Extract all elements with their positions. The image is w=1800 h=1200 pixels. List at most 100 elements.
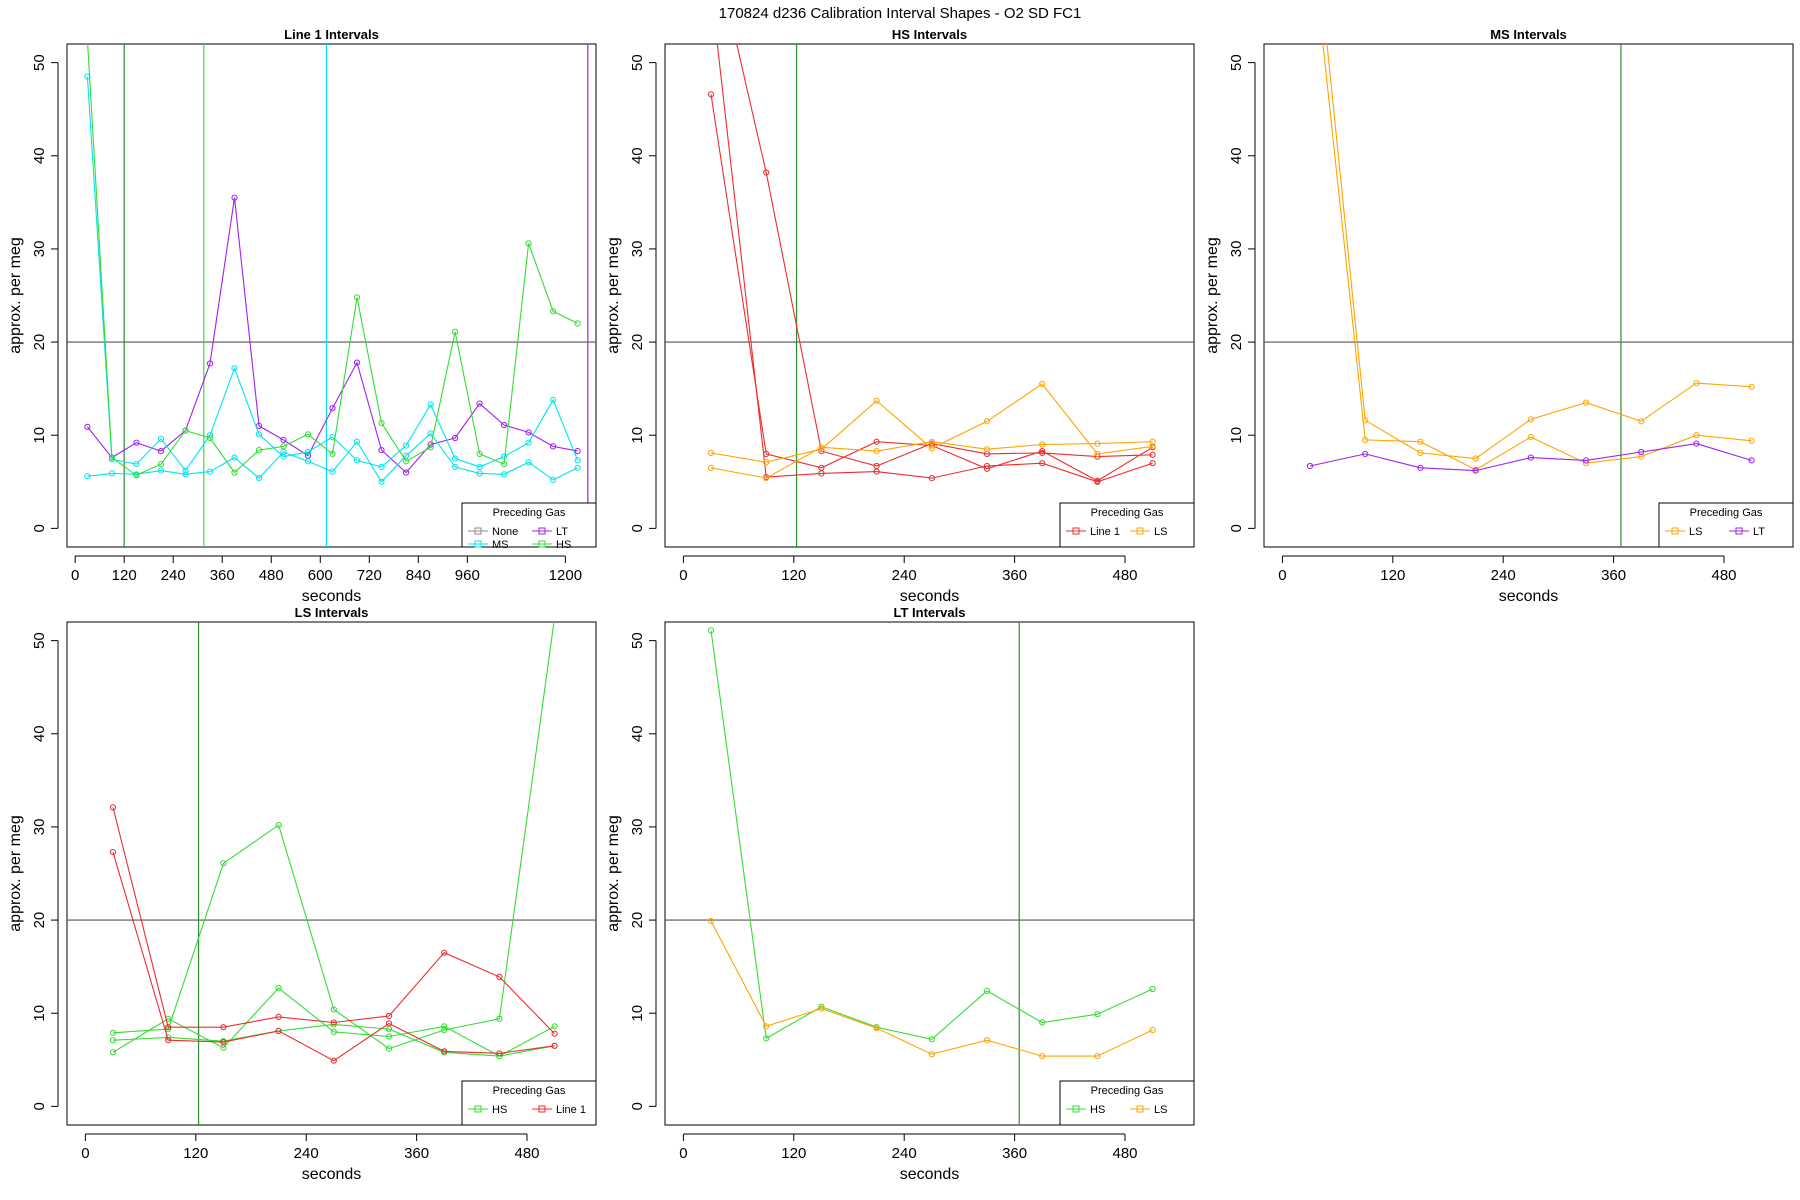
x-axis-label: seconds (1499, 588, 1559, 605)
data-point (206, 434, 214, 442)
y-tick-label: 40 (31, 725, 48, 742)
data-point (501, 421, 508, 429)
data-point (452, 463, 459, 470)
data-point (550, 476, 557, 483)
y-axis-label: approx. per meg (605, 815, 622, 932)
legend: Preceding Gas Line 1 LS (1059, 502, 1195, 548)
data-point (452, 434, 459, 442)
data-point (1527, 416, 1534, 423)
data-point (496, 973, 503, 981)
y-tick-label: 50 (629, 54, 646, 71)
data-point (574, 320, 581, 327)
data-point (304, 448, 312, 456)
x-tick-label: 240 (294, 1145, 319, 1162)
legend-swatch-marker (1671, 527, 1679, 535)
data-point (873, 1025, 880, 1032)
data-point (220, 860, 227, 867)
data-point (157, 467, 165, 474)
legend-title: Preceding Gas (1091, 507, 1164, 519)
data-point (441, 949, 448, 956)
data-point (329, 468, 336, 475)
data-point (1638, 418, 1645, 425)
data-point (280, 436, 287, 443)
y-tick-label: 50 (31, 54, 48, 71)
x-tick-label: 120 (112, 567, 137, 584)
legend-entry-label: LS (1154, 526, 1167, 538)
data-point (330, 1021, 337, 1028)
x-tick-label: 360 (1002, 567, 1027, 584)
plot-frame (664, 621, 1195, 1126)
data-point (275, 822, 282, 829)
data-point (378, 478, 385, 485)
panel-title: LT Intervals (893, 605, 965, 620)
data-point (1527, 454, 1534, 461)
legend-swatch-marker (538, 1105, 546, 1113)
x-tick-label: 360 (1601, 567, 1626, 584)
y-tick-label: 40 (629, 147, 646, 164)
x-tick-label: 0 (71, 567, 79, 584)
x-tick-label: 0 (81, 1145, 89, 1162)
x-tick-label: 960 (455, 567, 480, 584)
data-point (525, 240, 532, 247)
data-point (818, 444, 825, 451)
data-point (231, 469, 238, 476)
legend-title: Preceding Gas (1690, 507, 1763, 519)
data-point (403, 442, 410, 449)
data-point (1362, 450, 1369, 457)
legend-entry-label: HS (1090, 1104, 1105, 1116)
data-point (983, 418, 991, 425)
data-point (385, 1020, 393, 1027)
chart-panel-5: LT Intervals 0 10 20 30 40 50 0 120 240 360 480 seco… (605, 605, 1195, 1183)
y-tick-label: 30 (629, 241, 646, 258)
data-point (353, 457, 361, 464)
y-tick-label: 0 (31, 1102, 48, 1110)
plot-frame (664, 43, 1195, 548)
y-tick-label: 40 (31, 147, 48, 164)
data-point (551, 1030, 558, 1037)
data-point (133, 472, 140, 479)
data-point (385, 1045, 393, 1052)
data-point (763, 169, 770, 176)
plot-area (665, 44, 1194, 547)
data-point (441, 1023, 448, 1030)
x-tick-label: 360 (210, 567, 235, 584)
data-point (157, 435, 165, 442)
legend-box (1059, 1080, 1195, 1126)
y-tick-label: 0 (1228, 524, 1245, 532)
x-tick-label: 840 (406, 567, 431, 584)
x-axis-label: seconds (900, 588, 960, 605)
data-point (403, 469, 410, 476)
plot-frame (1263, 43, 1794, 548)
y-tick-label: 30 (31, 819, 48, 836)
data-point (763, 475, 770, 482)
legend: Preceding Gas LS LT (1658, 502, 1794, 548)
data-point (1149, 451, 1156, 458)
legend-swatch-marker (474, 540, 482, 548)
series-line-ls (1326, 44, 1752, 460)
legend-swatch-marker (1735, 527, 1743, 535)
series-line-lt (86, 197, 578, 474)
data-point (873, 438, 880, 445)
y-tick-label: 10 (629, 427, 646, 444)
legend-entry-label: LT (1753, 526, 1765, 538)
data-point (707, 449, 715, 456)
x-tick-label: 120 (1380, 567, 1405, 584)
data-point (928, 1036, 935, 1043)
data-point (1039, 460, 1046, 467)
series-line-ls (1322, 44, 1752, 471)
data-point (763, 1035, 770, 1042)
legend-swatch-marker (1072, 1105, 1080, 1113)
y-tick-label: 50 (629, 632, 646, 649)
data-point (551, 1023, 558, 1030)
data-point (476, 470, 483, 477)
data-point (1417, 464, 1424, 471)
series-line-hs (112, 987, 555, 1057)
series-line-ms (86, 76, 579, 472)
data-point (1417, 438, 1424, 445)
data-point (1638, 453, 1645, 460)
x-tick-label: 240 (892, 1145, 917, 1162)
data-point (983, 446, 991, 453)
data-point (1094, 450, 1101, 457)
data-point (109, 1049, 117, 1056)
data-point (928, 1051, 935, 1058)
